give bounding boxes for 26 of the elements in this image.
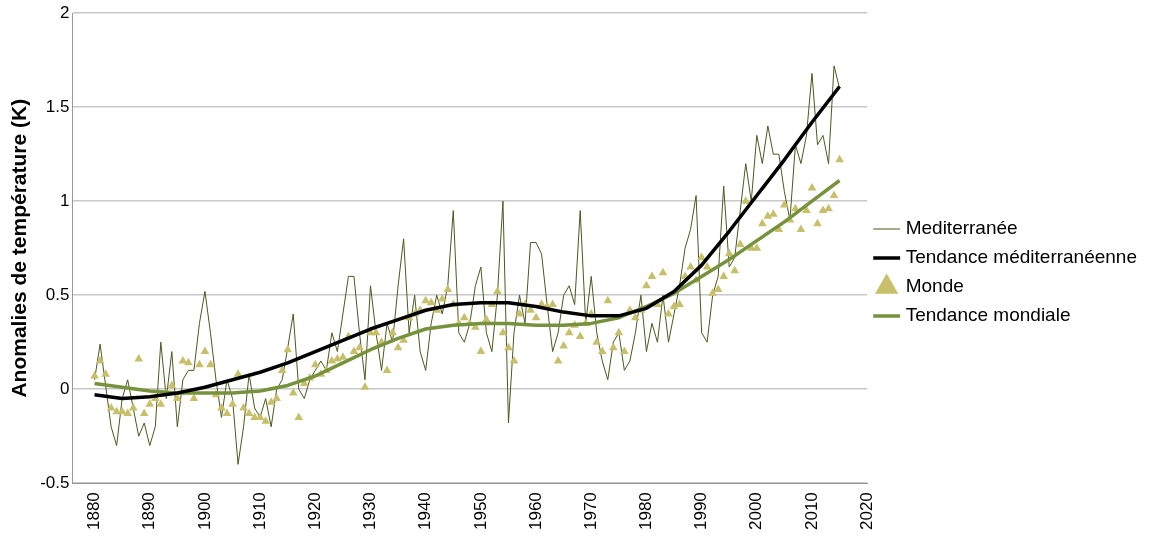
x-tick-label: 1940 bbox=[415, 492, 435, 531]
x-tick-label: 1900 bbox=[194, 492, 214, 531]
legend-label: Tendance mondiale bbox=[905, 304, 1071, 326]
x-tick-label: 1990 bbox=[691, 492, 711, 531]
legend-label: Mediterranée bbox=[905, 217, 1018, 239]
x-tick-label: 1930 bbox=[360, 492, 380, 531]
y-axis-title: Anomalies de température (K) bbox=[7, 98, 31, 398]
x-tick-label: 1950 bbox=[470, 492, 490, 531]
x-tick-label: 1920 bbox=[305, 492, 324, 531]
x-tick-label: 1910 bbox=[249, 492, 269, 531]
x-tick-label: 2000 bbox=[746, 492, 766, 531]
y-tick-label: 0.5 bbox=[45, 284, 70, 304]
x-tick-label: 2020 bbox=[856, 492, 876, 531]
x-tick-label: 1890 bbox=[139, 492, 159, 531]
x-tick-label: 2010 bbox=[801, 492, 821, 531]
y-tick-label: 0 bbox=[60, 378, 70, 398]
y-tick-label: 2 bbox=[60, 2, 70, 22]
legend-label: Tendance méditerranéenne bbox=[905, 246, 1138, 268]
x-tick-label: 1960 bbox=[525, 492, 545, 531]
legend-label: Monde bbox=[905, 275, 964, 297]
x-tick-label: 1880 bbox=[84, 492, 104, 531]
y-tick-label: 1.5 bbox=[45, 96, 70, 116]
x-tick-label: 1980 bbox=[636, 492, 656, 531]
y-tick-label: -0.5 bbox=[40, 472, 70, 492]
x-tick-label: 1970 bbox=[580, 492, 600, 531]
y-tick-label: 1 bbox=[60, 190, 70, 210]
